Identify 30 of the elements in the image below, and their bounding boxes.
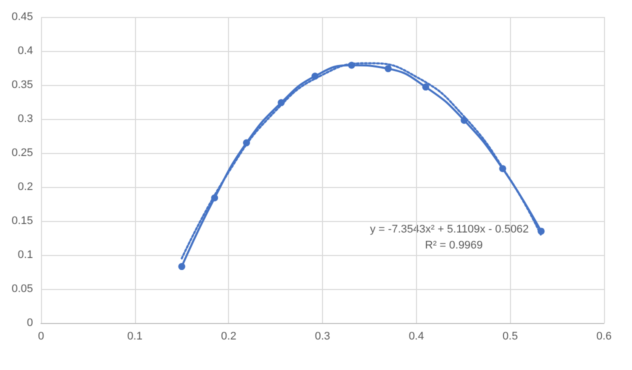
y-tick-label: 0.25 (12, 147, 33, 159)
point (278, 99, 285, 106)
x-tick-label: 0.4 (408, 330, 424, 342)
y-tick-label: 0.4 (18, 45, 33, 57)
y-tick-label: 0.45 (12, 11, 33, 23)
y-tick-label: 0.35 (12, 79, 33, 91)
point (538, 228, 545, 235)
point (460, 116, 468, 124)
annotation: R² = 0.9969 (425, 240, 483, 252)
x-tick-label: 0.1 (127, 330, 142, 342)
point (312, 72, 318, 80)
point (422, 84, 430, 91)
point (243, 139, 250, 146)
x-tick-label: 0.3 (314, 330, 330, 342)
x-tick-label: 0.2 (221, 330, 236, 342)
y-tick-label: 0.2 (18, 181, 33, 193)
x-tick-label: 0.5 (502, 330, 518, 342)
y-tick-label: 0.15 (12, 215, 33, 227)
point (384, 65, 392, 72)
x-tick-label: 0.6 (596, 330, 612, 342)
point (348, 62, 356, 69)
point (211, 194, 218, 202)
annotation: y = -7.3543x² + 5.1109x - 0.5062 (370, 224, 529, 236)
x-tick-label: 0 (38, 330, 44, 342)
y-tick-label: 0.05 (12, 283, 33, 295)
y-tick-label: 0.1 (18, 249, 33, 261)
y-tick-label: 0 (26, 317, 33, 329)
point (178, 263, 186, 270)
y-tick-label: 0.3 (18, 113, 33, 125)
point (499, 165, 506, 172)
